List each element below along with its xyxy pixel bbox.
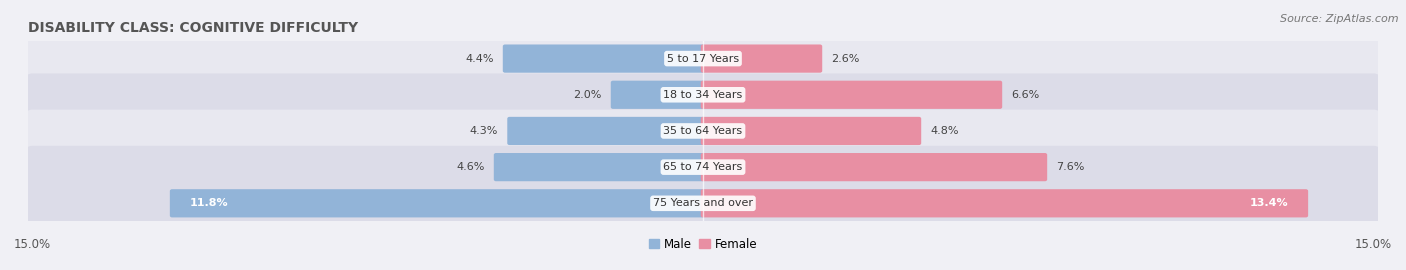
FancyBboxPatch shape <box>700 117 921 145</box>
Text: DISABILITY CLASS: COGNITIVE DIFFICULTY: DISABILITY CLASS: COGNITIVE DIFFICULTY <box>28 21 359 35</box>
FancyBboxPatch shape <box>170 189 706 217</box>
FancyBboxPatch shape <box>25 182 1381 225</box>
Text: Source: ZipAtlas.com: Source: ZipAtlas.com <box>1281 14 1399 23</box>
FancyBboxPatch shape <box>700 153 1047 181</box>
Text: 2.0%: 2.0% <box>574 90 602 100</box>
Text: 2.6%: 2.6% <box>831 53 859 64</box>
Text: 11.8%: 11.8% <box>190 198 229 208</box>
FancyBboxPatch shape <box>700 45 823 73</box>
Text: 7.6%: 7.6% <box>1056 162 1084 172</box>
FancyBboxPatch shape <box>494 153 706 181</box>
FancyBboxPatch shape <box>700 81 1002 109</box>
Text: 6.6%: 6.6% <box>1011 90 1039 100</box>
FancyBboxPatch shape <box>700 189 1308 217</box>
Text: 4.6%: 4.6% <box>457 162 485 172</box>
Text: 35 to 64 Years: 35 to 64 Years <box>664 126 742 136</box>
Text: 18 to 34 Years: 18 to 34 Years <box>664 90 742 100</box>
Text: 15.0%: 15.0% <box>1355 238 1392 251</box>
FancyBboxPatch shape <box>503 45 706 73</box>
Text: 13.4%: 13.4% <box>1250 198 1288 208</box>
Text: 75 Years and over: 75 Years and over <box>652 198 754 208</box>
Text: 5 to 17 Years: 5 to 17 Years <box>666 53 740 64</box>
Legend: Male, Female: Male, Female <box>644 233 762 255</box>
FancyBboxPatch shape <box>25 110 1381 152</box>
Text: 4.4%: 4.4% <box>465 53 494 64</box>
FancyBboxPatch shape <box>610 81 706 109</box>
Text: 4.3%: 4.3% <box>470 126 498 136</box>
Text: 15.0%: 15.0% <box>14 238 51 251</box>
Text: 4.8%: 4.8% <box>931 126 959 136</box>
FancyBboxPatch shape <box>508 117 706 145</box>
FancyBboxPatch shape <box>25 73 1381 116</box>
Text: 65 to 74 Years: 65 to 74 Years <box>664 162 742 172</box>
FancyBboxPatch shape <box>25 37 1381 80</box>
FancyBboxPatch shape <box>25 146 1381 188</box>
